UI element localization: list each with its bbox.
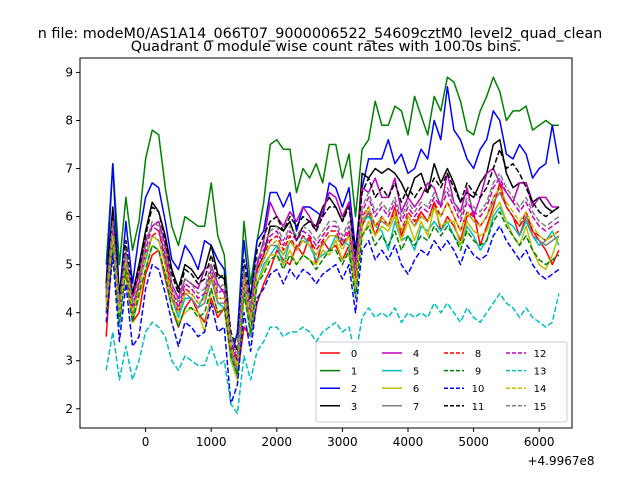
legend-label-3: 3 — [351, 402, 357, 413]
legend-frame — [315, 341, 568, 423]
series-line-8 — [105, 186, 560, 367]
legend-label-9: 9 — [475, 367, 481, 378]
plot-frame — [79, 57, 573, 429]
legend-label-15: 15 — [534, 402, 547, 413]
legend-label-7: 7 — [413, 402, 419, 413]
series-layer — [105, 76, 560, 415]
y-tick-label: 7 — [65, 162, 73, 176]
x-offset-label: +4.9967e8 — [527, 454, 594, 468]
legend-label-13: 13 — [534, 367, 547, 378]
suptitle: n file: modeM0/AS1A14_066T07_9000006522_… — [38, 26, 603, 42]
legend-label-11: 11 — [472, 402, 485, 413]
series-line-14 — [105, 186, 560, 367]
x-tick-label: 6000 — [524, 435, 555, 449]
y-tick-label: 5 — [65, 258, 73, 272]
legend-label-6: 6 — [413, 384, 419, 395]
legend-label-0: 0 — [351, 349, 357, 360]
x-tick-label: 2000 — [262, 435, 293, 449]
series-line-11 — [105, 148, 560, 352]
series-line-13 — [105, 292, 560, 415]
legend-label-12: 12 — [534, 349, 547, 360]
legend-label-1: 1 — [351, 367, 357, 378]
legend-label-4: 4 — [413, 349, 419, 360]
y-tick-label: 8 — [65, 113, 73, 127]
x-tick-label: 5000 — [458, 435, 489, 449]
legend-label-14: 14 — [534, 384, 547, 395]
x-axis: 0 1000 2000 3000 4000 5000 6000 — [142, 428, 555, 449]
x-tick-label: 1000 — [196, 435, 227, 449]
series-line-9 — [105, 211, 560, 376]
y-tick-label: 2 — [65, 402, 73, 416]
y-tick-label: 6 — [65, 210, 73, 224]
x-tick-label: 0 — [142, 435, 150, 449]
y-axis: 2 3 4 5 6 7 8 9 — [65, 65, 80, 416]
x-tick-label: 4000 — [393, 435, 424, 449]
series-line-5 — [105, 206, 560, 376]
legend-label-10: 10 — [472, 384, 485, 395]
legend-label-8: 8 — [475, 349, 481, 360]
series-line-3 — [105, 138, 560, 362]
series-line-15 — [105, 172, 560, 357]
x-tick-label: 3000 — [327, 435, 358, 449]
series-line-12 — [105, 177, 560, 362]
y-tick-label: 9 — [65, 65, 73, 79]
chart-title: Quadrant 0 module wise count rates with … — [131, 39, 522, 55]
legend-label-2: 2 — [351, 384, 357, 395]
y-tick-label: 3 — [65, 354, 73, 368]
series-line-2 — [105, 86, 560, 362]
series-line-1 — [105, 76, 559, 343]
series-line-10 — [105, 225, 560, 405]
legend-label-5: 5 — [413, 367, 419, 378]
y-tick-label: 4 — [65, 306, 73, 320]
